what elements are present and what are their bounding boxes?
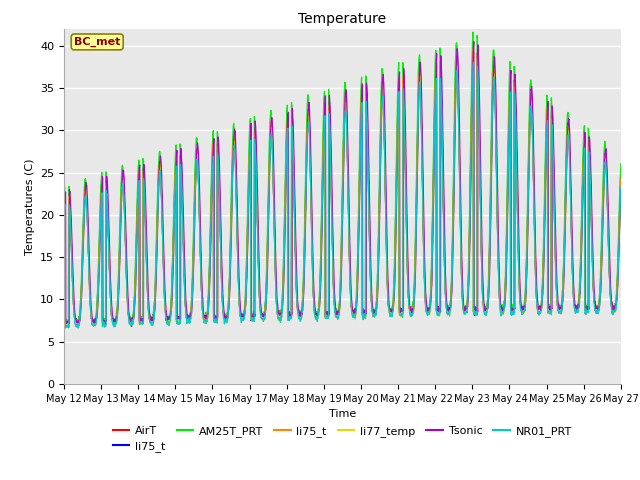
X-axis label: Time: Time (329, 409, 356, 419)
Title: Temperature: Temperature (298, 12, 387, 26)
Legend: AirT, li75_t, AM25T_PRT, li75_t, li77_temp, Tsonic, NR01_PRT: AirT, li75_t, AM25T_PRT, li75_t, li77_te… (108, 421, 577, 456)
Text: BC_met: BC_met (74, 37, 120, 47)
Y-axis label: Temperatures (C): Temperatures (C) (24, 158, 35, 255)
